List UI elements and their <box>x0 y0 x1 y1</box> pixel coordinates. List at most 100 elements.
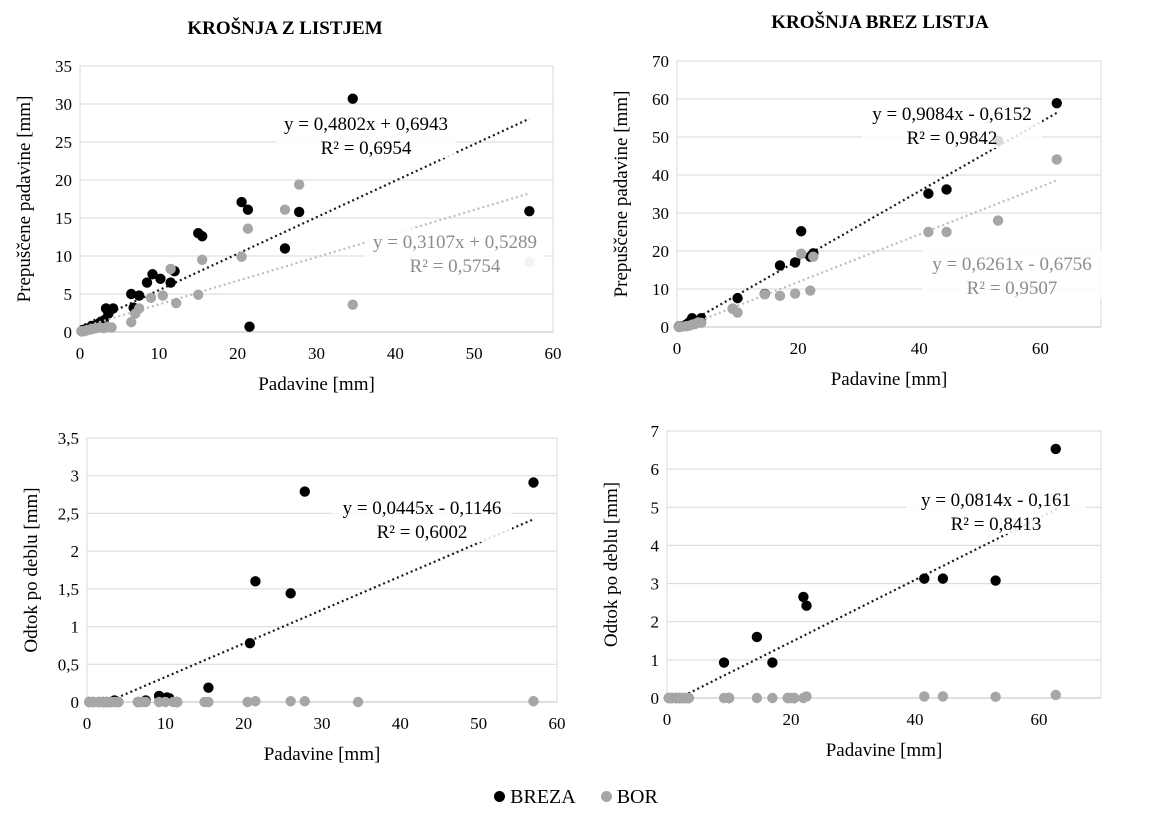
x-tick-label: 0 <box>673 339 682 358</box>
data-point-bor <box>203 696 214 708</box>
y-tick-label: 5 <box>651 498 660 517</box>
y-axis-title: Prepuščene padavine [mm] <box>611 91 632 298</box>
trendline-r2-breza: R² = 0,8413 <box>951 514 1042 535</box>
x-tick-label: 30 <box>308 344 325 363</box>
trendline-equation-breza: y = 0,0445x - 0,1146 <box>343 498 502 519</box>
data-point-breza <box>1050 443 1061 455</box>
x-tick-label: 20 <box>790 339 807 358</box>
data-point-breza <box>285 588 296 599</box>
data-point-bor <box>795 248 807 259</box>
data-point-bor <box>106 322 117 333</box>
data-point-bor <box>157 290 168 301</box>
y-tick-label: 1 <box>71 618 80 637</box>
x-tick-label: 60 <box>549 714 566 733</box>
data-point-bor <box>299 696 310 707</box>
legend-label-breza: BREZA <box>510 786 576 808</box>
data-point-bor <box>126 316 137 328</box>
data-point-breza <box>718 657 730 668</box>
y-tick-label: 3,5 <box>58 429 79 448</box>
trendline-r2-breza: R² = 0,6002 <box>377 522 468 543</box>
y-tick-label: 10 <box>55 247 72 266</box>
trendline-breza <box>676 110 1060 331</box>
x-tick-label: 0 <box>83 714 92 733</box>
chart-title: KROŠNJA BREZ LISTJA <box>771 11 989 33</box>
x-axis-title: Padavine [mm] <box>258 374 375 395</box>
legend-item-breza: BREZA <box>494 786 576 809</box>
data-point-breza <box>141 277 153 288</box>
data-point-bor <box>1050 689 1061 701</box>
data-point-bor <box>145 292 157 303</box>
data-point-bor <box>759 289 771 300</box>
y-tick-label: 30 <box>55 95 72 114</box>
data-point-breza <box>528 477 539 488</box>
data-point-breza <box>767 657 778 668</box>
x-tick-label: 30 <box>314 714 331 733</box>
data-point-breza <box>165 277 176 288</box>
plot-area-frame <box>79 65 554 333</box>
y-axis-title: Prepuščene padavine [mm] <box>14 96 35 303</box>
trendline-r2-bor: R² = 0,5754 <box>410 256 501 277</box>
y-tick-label: 10 <box>652 280 669 299</box>
x-tick-label: 40 <box>392 714 409 733</box>
y-tick-label: 3 <box>71 467 80 486</box>
equation-background <box>862 100 1042 148</box>
data-point-breza <box>990 575 1001 586</box>
data-point-breza <box>244 637 256 649</box>
data-point-bor <box>808 251 819 262</box>
y-tick-label: 0 <box>651 689 660 708</box>
trendline-equation-bor: y = 0,3107x + 0,5289 <box>373 232 537 253</box>
x-tick-label: 40 <box>911 339 928 358</box>
data-point-breza <box>242 204 254 215</box>
data-point-breza <box>801 600 812 611</box>
equation-background <box>906 486 1086 534</box>
y-tick-label: 20 <box>55 171 72 190</box>
equation-background <box>922 250 1102 298</box>
data-point-breza <box>236 196 247 208</box>
data-point-bor <box>160 696 171 708</box>
y-axis-title: Odtok po deblu [mm] <box>601 482 622 647</box>
data-point-bor <box>196 254 208 265</box>
data-point-bor <box>242 696 253 708</box>
data-point-breza <box>293 206 305 218</box>
x-tick-label: 40 <box>387 344 404 363</box>
x-tick-label: 40 <box>907 710 924 729</box>
data-point-bor <box>133 303 145 314</box>
data-point-breza <box>919 573 930 584</box>
y-tick-label: 50 <box>652 128 669 147</box>
y-tick-label: 7 <box>651 422 660 441</box>
data-point-bor <box>683 692 694 704</box>
legend-marker-breza <box>494 790 506 802</box>
y-tick-label: 0 <box>71 693 80 712</box>
data-point-breza <box>244 321 255 332</box>
trendline-breza <box>106 518 534 703</box>
data-point-breza <box>203 682 214 693</box>
chart-4: 0 1 2 3 4 5 6 7 0 20 40 60 Padavine [mm] Odtok po deb… <box>601 422 1102 761</box>
data-point-bor <box>285 696 296 707</box>
data-point-bor <box>937 691 949 702</box>
y-tick-label: 5 <box>64 285 73 304</box>
equation-background <box>276 110 456 158</box>
data-point-breza <box>126 288 137 300</box>
x-axis-title: Padavine [mm] <box>831 369 948 390</box>
y-tick-label: 2 <box>71 542 80 561</box>
chart-1: 0 5 10 15 20 25 30 35 0 10 20 30 40 50 60 Padavine [mm]… <box>14 17 562 395</box>
y-tick-label: 1 <box>651 651 660 670</box>
plot-area-frame <box>666 430 1102 699</box>
data-point-bor <box>1051 154 1062 165</box>
x-tick-label: 0 <box>76 344 85 363</box>
data-point-bor <box>767 692 778 704</box>
x-tick-label: 60 <box>1031 710 1048 729</box>
legend-item-bor: BOR <box>600 786 658 809</box>
data-point-bor <box>193 289 204 300</box>
trendline-equation-bor: y = 0,6261x - 0,6756 <box>932 254 1092 275</box>
trendline-r2-breza: R² = 0,6954 <box>321 138 412 159</box>
trendline-r2-breza: R² = 0,9842 <box>907 128 998 149</box>
x-tick-label: 20 <box>783 710 800 729</box>
y-tick-label: 4 <box>651 536 660 555</box>
data-point-bor <box>250 696 261 707</box>
data-point-bor <box>293 179 305 190</box>
trendline-r2-bor: R² = 0,9507 <box>967 278 1058 299</box>
y-tick-label: 0 <box>661 318 670 337</box>
data-point-breza <box>279 243 291 254</box>
data-point-breza <box>923 188 934 199</box>
